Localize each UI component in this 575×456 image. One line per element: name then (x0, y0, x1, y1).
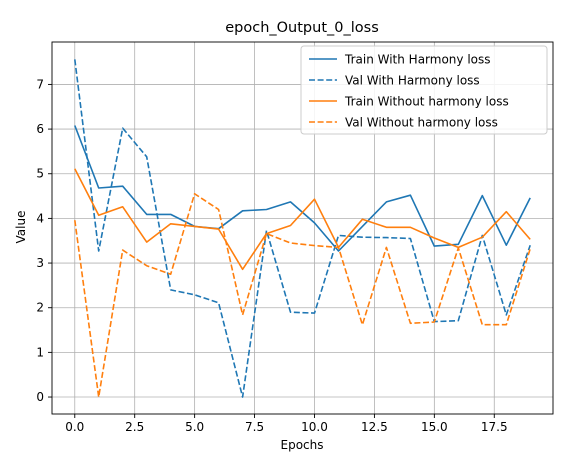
x-tick-label: 10.0 (301, 420, 328, 434)
x-tick-label: 5.0 (185, 420, 204, 434)
legend-label: Val With Harmony loss (345, 74, 480, 88)
y-tick-label: 0 (36, 390, 44, 404)
series-layer (74, 59, 531, 398)
x-axis-label: Epochs (281, 438, 324, 452)
series-line (74, 193, 531, 398)
x-tick-label: 15.0 (421, 420, 448, 434)
series-line (74, 125, 531, 252)
y-tick-label: 7 (36, 77, 44, 91)
series-line (74, 59, 531, 398)
x-tick-label: 12.5 (361, 420, 388, 434)
x-tick-label: 17.5 (481, 420, 508, 434)
y-tick-label: 5 (36, 167, 44, 181)
chart-title: epoch_Output_0_loss (225, 20, 379, 36)
legend: Train With Harmony loss Val With Harmony … (300, 45, 548, 135)
y-tick-label: 2 (36, 301, 44, 315)
legend-label: Val Without harmony loss (345, 116, 498, 130)
x-tick-label: 7.5 (245, 420, 264, 434)
plot-frame (51, 41, 554, 415)
y-axis-label: Value (14, 211, 28, 244)
axis-ticks: 0.0 2.5 5.0 7.5 10.0 12.5 15.0 17.5 0 1 2 3 4 5 6 7 (36, 77, 507, 434)
legend-box (300, 45, 548, 135)
x-tick-label: 0.0 (65, 420, 84, 434)
legend-label: Train With Harmony loss (344, 53, 491, 67)
y-tick-label: 4 (36, 211, 44, 225)
y-tick-label: 3 (36, 256, 44, 270)
legend-label: Train Without harmony loss (344, 95, 509, 109)
series-line (74, 168, 531, 271)
y-tick-label: 1 (36, 345, 44, 359)
x-tick-label: 2.5 (125, 420, 144, 434)
y-tick-label: 6 (36, 122, 44, 136)
